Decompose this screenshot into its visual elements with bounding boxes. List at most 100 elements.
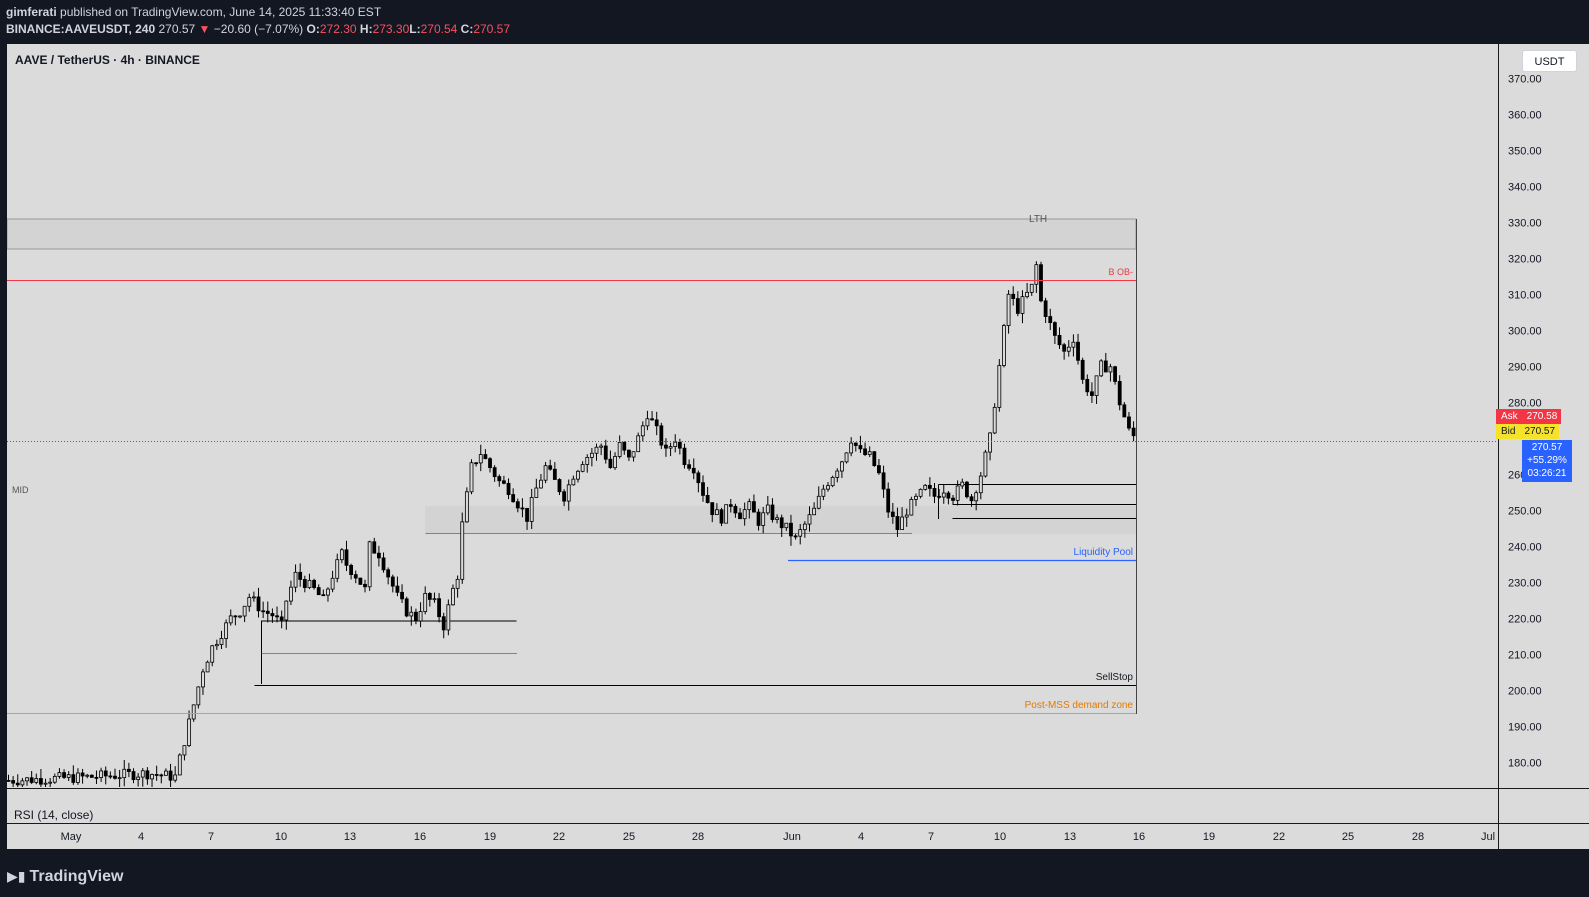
chart-header: gimferati published on TradingView.com, … (0, 0, 1589, 44)
candle-body (293, 571, 298, 588)
candle-body (923, 484, 928, 490)
candle-body (539, 479, 543, 489)
candle-body (997, 365, 1002, 408)
time-tick-label: 16 (414, 831, 426, 843)
candle-body (784, 522, 789, 529)
candle-body (205, 661, 210, 673)
candle-body (765, 504, 770, 514)
candle-body (566, 484, 571, 502)
candle-body (867, 451, 872, 455)
candle-body (94, 776, 99, 779)
chart-area[interactable]: 370.00 360.00 350.00 340.00 330.00 320.00 310.… (7, 44, 1589, 860)
candle-body (7, 780, 11, 782)
time-axis[interactable] (7, 823, 1589, 849)
candle-body (1117, 381, 1122, 406)
candle-body (483, 454, 488, 460)
candle-body (488, 458, 492, 469)
candle-body (381, 557, 386, 571)
candle-body (631, 451, 636, 458)
candle-body (529, 497, 534, 522)
candle-body (404, 598, 409, 617)
candle-body (682, 447, 687, 466)
candle-body (974, 492, 979, 502)
candle-body (738, 512, 742, 520)
candle-body (502, 480, 506, 484)
price-tick-label: 360.00 (1508, 109, 1542, 121)
currency-unit-button[interactable]: USDT (1522, 50, 1577, 72)
tradingview-logo[interactable]: ▶▮ TradingView (7, 868, 123, 886)
candle-body (1066, 346, 1071, 352)
candle-body (844, 452, 849, 463)
candle-body (969, 496, 974, 502)
candle-body (779, 517, 784, 529)
price-pane[interactable] (7, 44, 1498, 788)
candle-body (66, 774, 71, 778)
price-tick-label: 350.00 (1508, 145, 1542, 157)
candle-body (761, 512, 766, 526)
candle-body (233, 615, 238, 618)
publisher-name[interactable]: gimferati (6, 5, 57, 19)
chart-canvas[interactable]: 370.00 360.00 350.00 340.00 330.00 320.00 310.… (7, 44, 1589, 860)
candle-body (849, 442, 854, 454)
last-price: 270.57 (158, 22, 196, 36)
candle-body (238, 615, 242, 618)
candle-body (872, 451, 877, 466)
low-value: 270.54 (420, 22, 458, 36)
candle-body (460, 521, 465, 580)
rsi-indicator-label[interactable]: RSI (14, close) (14, 808, 94, 822)
rsi-pane[interactable] (7, 788, 1498, 823)
candle-body (534, 487, 539, 498)
candle-body (1085, 378, 1090, 393)
candle-body (900, 516, 904, 530)
candle-body (668, 446, 673, 449)
candle-body (321, 594, 326, 597)
candle-body (150, 774, 154, 780)
candle-body (742, 509, 747, 520)
brand-name: TradingView (29, 868, 124, 885)
candle-body (367, 541, 372, 588)
candle-body (636, 435, 641, 453)
candle-body (571, 478, 576, 486)
candle-body (895, 516, 900, 530)
candle-body (289, 586, 293, 602)
candle-body (312, 579, 316, 588)
time-tick-label: 10 (275, 831, 287, 843)
price-tick-label: 180.00 (1508, 757, 1542, 769)
candle-body (316, 587, 321, 596)
candle-body (918, 488, 923, 497)
candle-body (349, 564, 354, 575)
candle-body (557, 479, 562, 493)
candle-body (187, 718, 191, 747)
candle-body (497, 476, 502, 482)
symbol-name[interactable]: BINANCE:AAVEUSDT, 240 (6, 22, 156, 36)
candle-body (298, 571, 303, 580)
candle-body (275, 615, 279, 618)
candle-body (432, 598, 437, 601)
candle-body (853, 442, 858, 446)
time-tick-label: 7 (208, 831, 214, 843)
price-tick-label: 210.00 (1508, 649, 1542, 661)
candle-body (830, 476, 835, 487)
candle-body (1029, 283, 1034, 293)
candle-body (617, 441, 622, 457)
candle-body (71, 774, 76, 783)
candle-body (654, 419, 659, 427)
candle-body (840, 461, 844, 472)
candle-body (506, 482, 511, 495)
candle-body (372, 541, 377, 554)
price-tick-label: 240.00 (1508, 541, 1542, 553)
price-tick-label: 330.00 (1508, 217, 1542, 229)
candle-body (622, 441, 627, 451)
candle-body (265, 610, 270, 614)
time-tick-label: 25 (623, 831, 635, 843)
low-label: L: (409, 22, 421, 36)
candle-body (664, 444, 668, 449)
candle-body (946, 492, 951, 499)
candle-body (691, 467, 696, 474)
candle-body (11, 780, 16, 784)
candle-body (580, 464, 585, 472)
candle-body (441, 616, 446, 631)
candle-body (645, 418, 650, 427)
candle-body (650, 418, 654, 421)
candle-body (520, 507, 525, 510)
